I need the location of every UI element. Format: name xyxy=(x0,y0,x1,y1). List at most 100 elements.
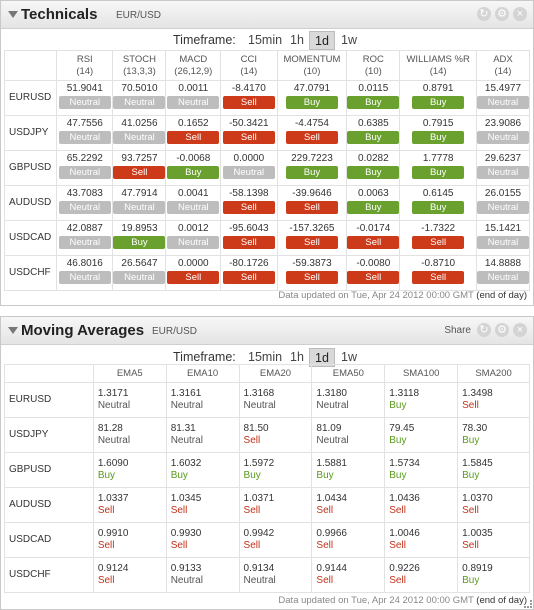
table-row: USDJPY 81.28 Neutral 81.31 Neutral 81.50 Sell 8… xyxy=(4,417,530,453)
timeframe-selector: Timeframe: 15min 1h 1d 1w xyxy=(1,29,533,53)
signal-badge-neutral: Neutral xyxy=(58,166,111,179)
currency-pair-label: EUR/USD xyxy=(116,10,162,21)
signal-badge-sell: Sell xyxy=(222,131,275,144)
signal-badge-neutral: Neutral xyxy=(476,166,529,179)
signal-badge-neutral: Neutral xyxy=(58,96,111,109)
share-link[interactable]: Share xyxy=(444,325,471,336)
timeframe-option-1h[interactable]: 1h xyxy=(290,350,304,364)
symbol-cell[interactable]: USDJPY xyxy=(4,417,94,453)
average-value: 0.9226 xyxy=(389,563,420,574)
close-icon[interactable]: × xyxy=(513,323,527,337)
technicals-header: Technicals EUR/USD ↻ ⚙ × xyxy=(1,1,533,29)
panel-title: Moving Averages xyxy=(21,322,145,339)
symbol-cell[interactable]: EURUSD xyxy=(3,80,58,116)
indicator-cell: 42.0887 Neutral xyxy=(56,220,114,256)
symbol-cell[interactable]: USDCAD xyxy=(4,522,94,558)
refresh-icon[interactable]: ↻ xyxy=(477,7,491,21)
timeframe-option-15min[interactable]: 15min xyxy=(248,33,283,47)
average-value: 1.0345 xyxy=(170,493,202,504)
table-row: GBPUSD 1.6090 Buy 1.6032 Buy 1.5972 Buy 1.5881 B… xyxy=(4,452,530,488)
symbol-cell[interactable]: AUDUSD xyxy=(4,487,94,523)
average-value: 0.9966 xyxy=(316,528,347,539)
timeframe-option-15min[interactable]: 15min xyxy=(248,350,283,364)
signal-badge-buy: Buy xyxy=(285,96,338,109)
column-header-rsi: RSI (14) xyxy=(56,50,114,81)
indicator-name: STOCH xyxy=(122,53,157,65)
indicator-cell: 26.5647 Neutral xyxy=(112,255,167,291)
gear-icon[interactable]: ⚙ xyxy=(495,323,509,337)
average-cell: 0.9134 Neutral xyxy=(238,557,313,593)
average-value: 0.9942 xyxy=(243,528,275,539)
close-icon[interactable]: × xyxy=(513,7,527,21)
indicator-cell: 29.6237 Neutral xyxy=(475,150,531,186)
symbol-cell[interactable]: GBPUSD xyxy=(3,150,58,186)
symbol-cell[interactable]: USDJPY xyxy=(3,115,58,151)
collapse-arrow-icon[interactable] xyxy=(8,11,18,18)
indicator-cell: 0.0000 Sell xyxy=(165,255,222,291)
indicator-cell: -0.0068 Buy xyxy=(165,150,222,186)
resize-handle[interactable] xyxy=(524,600,532,608)
symbol-cell[interactable]: USDCHF xyxy=(3,255,58,291)
average-value: 1.5881 xyxy=(316,458,347,469)
indicator-name: ROC xyxy=(362,53,384,65)
signal-badge-sell: Sell xyxy=(285,201,338,214)
timeframe-option-1h[interactable]: 1h xyxy=(290,33,304,47)
indicator-value: 42.0887 xyxy=(66,223,103,234)
timeframe-option-1d[interactable]: 1d xyxy=(309,31,335,50)
timeframe-option-1w[interactable]: 1w xyxy=(341,350,357,364)
average-cell: 0.9133 Neutral xyxy=(165,557,240,593)
average-value: 1.5972 xyxy=(243,458,275,469)
moving-averages-panel: Moving Averages EUR/USD Share ↻ ⚙ × Time… xyxy=(0,316,534,610)
gear-icon[interactable]: ⚙ xyxy=(495,7,509,21)
signal-badge-neutral: Neutral xyxy=(58,271,111,284)
signal-badge-neutral: Neutral xyxy=(476,236,529,249)
average-value: 1.0046 xyxy=(389,528,420,539)
indicator-value: -80.1726 xyxy=(229,258,269,269)
average-cell: 1.0345 Sell xyxy=(165,487,240,523)
indicator-value: 229.7223 xyxy=(291,153,333,164)
signal-badge-sell: Sell xyxy=(222,271,275,284)
indicator-params: (26,12,9) xyxy=(174,65,213,77)
average-cell: 0.8919 Buy xyxy=(457,557,530,593)
indicator-cell: 47.0791 Buy xyxy=(276,80,348,116)
symbol-cell[interactable]: AUDUSD xyxy=(3,185,58,221)
timeframe-selector: Timeframe: 15min 1h 1d 1w xyxy=(1,346,533,370)
symbol-cell[interactable]: USDCAD xyxy=(3,220,58,256)
signal-text-buy: Buy xyxy=(389,435,407,446)
indicator-value: 29.6237 xyxy=(484,153,522,164)
average-cell: 81.50 Sell xyxy=(238,417,313,453)
indicator-value: -39.9646 xyxy=(292,188,332,199)
indicator-cell: 26.0155 Neutral xyxy=(475,185,531,221)
refresh-icon[interactable]: ↻ xyxy=(477,323,491,337)
average-value: 0.9910 xyxy=(97,528,129,539)
signal-text-neutral: Neutral xyxy=(170,435,203,446)
signal-badge-neutral: Neutral xyxy=(476,131,529,144)
column-header-stoch: STOCH (13,3,3) xyxy=(112,50,167,81)
signal-badge-sell: Sell xyxy=(113,166,166,179)
average-value: 0.9134 xyxy=(243,563,275,574)
indicator-cell: 0.0063 Buy xyxy=(346,185,401,221)
signal-badge-sell: Sell xyxy=(285,131,338,144)
indicator-value: 51.9041 xyxy=(66,83,103,94)
indicator-cell: -59.3873 Sell xyxy=(276,255,348,291)
average-value: 1.3168 xyxy=(243,388,275,399)
average-value: 1.3118 xyxy=(389,388,420,399)
indicator-cell: -39.9646 Sell xyxy=(276,185,348,221)
signal-badge-neutral: Neutral xyxy=(476,96,529,109)
indicator-cell: 0.8791 Buy xyxy=(399,80,477,116)
indicator-value: 15.4977 xyxy=(484,83,522,94)
indicator-name: CCI xyxy=(240,53,258,65)
indicator-name: RSI xyxy=(76,53,93,65)
timeframe-option-1w[interactable]: 1w xyxy=(341,33,357,47)
indicator-cell: -0.0174 Sell xyxy=(346,220,401,256)
average-cell: 78.30 Buy xyxy=(457,417,530,453)
average-value: 0.8919 xyxy=(462,563,493,574)
symbol-cell[interactable]: EURUSD xyxy=(4,382,94,418)
indicator-cell: 70.5010 Neutral xyxy=(112,80,167,116)
indicator-cell: 0.0011 Neutral xyxy=(165,80,222,116)
column-header-cci: CCI (14) xyxy=(220,50,278,81)
indicator-cell: -1.7322 Sell xyxy=(399,220,477,256)
collapse-arrow-icon[interactable] xyxy=(8,327,18,334)
symbol-cell[interactable]: USDCHF xyxy=(4,557,94,593)
symbol-cell[interactable]: GBPUSD xyxy=(4,452,94,488)
